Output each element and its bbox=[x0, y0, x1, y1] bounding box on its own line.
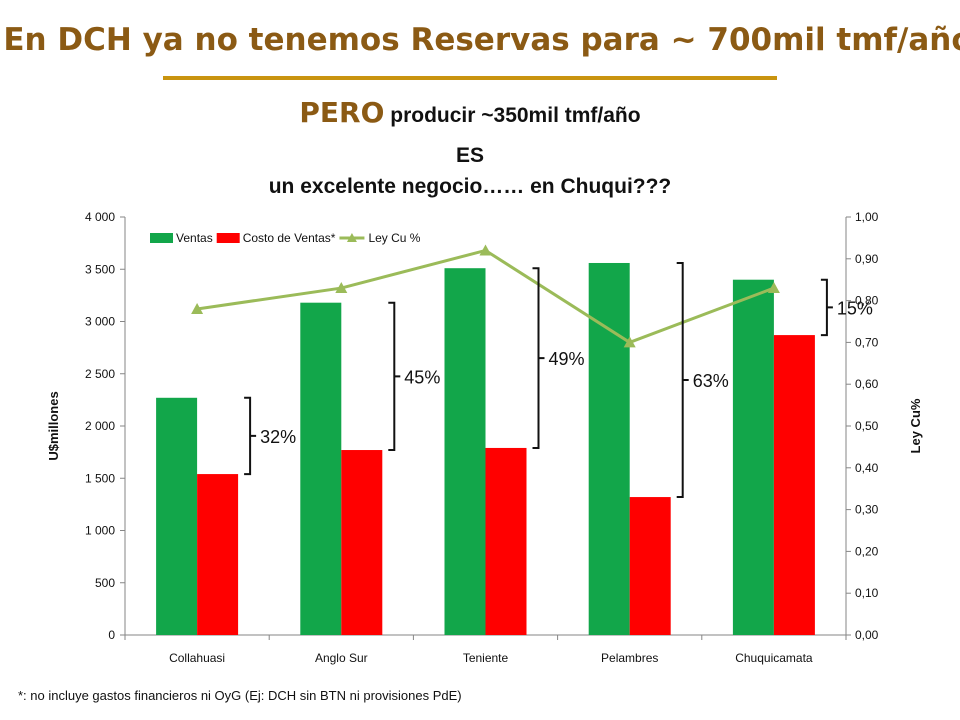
y-axis-title: U$millones bbox=[46, 391, 61, 460]
subtitle-rest: producir ~350mil tmf/año bbox=[384, 104, 641, 127]
x-tick-label: Chuquicamata bbox=[735, 651, 813, 665]
bar-ventas bbox=[588, 262, 630, 635]
slide-title: En DCH ya no tenemos Reservas para ~ 700… bbox=[3, 22, 960, 58]
ley-cu-marker bbox=[191, 302, 204, 314]
footnote: *: no incluye gastos financieros ni OyG … bbox=[18, 688, 462, 703]
y-tick-label: 1 500 bbox=[85, 471, 115, 485]
ley-cu-line bbox=[196, 248, 775, 345]
legend-swatch bbox=[216, 233, 240, 243]
bar-costo bbox=[629, 497, 671, 635]
margin-label: 49% bbox=[549, 349, 585, 369]
subtitle-bold-word: PERO bbox=[299, 96, 385, 129]
y2-tick-label: 0,30 bbox=[855, 503, 879, 517]
margin-bracket bbox=[244, 396, 257, 476]
y-tick-label: 2 000 bbox=[85, 419, 115, 433]
y-tick-label: 3 500 bbox=[85, 262, 115, 276]
subtitle-line-2: ES bbox=[455, 144, 484, 167]
legend-marker bbox=[346, 233, 357, 242]
y-tick-label: 500 bbox=[95, 576, 115, 590]
y2-tick-label: 0,50 bbox=[855, 419, 879, 433]
margin-label: 45% bbox=[404, 367, 440, 387]
margin-label: 15% bbox=[837, 298, 873, 318]
x-tick-label: Teniente bbox=[463, 651, 509, 665]
y2-tick-label: 0,80 bbox=[855, 294, 879, 308]
bar-costo bbox=[197, 474, 239, 635]
legend-label: Ventas bbox=[176, 231, 213, 245]
x-tick-label: Pelambres bbox=[601, 651, 658, 665]
y-tick-label: 0 bbox=[108, 628, 115, 642]
y2-tick-label: 0,90 bbox=[855, 252, 879, 266]
subtitle-line-3: un excelente negocio…… en Chuqui??? bbox=[268, 175, 672, 198]
y2-tick-label: 0,10 bbox=[855, 586, 879, 600]
legend-label: Ley Cu % bbox=[368, 231, 420, 245]
y-tick-label: 4 000 bbox=[85, 210, 115, 224]
bar-costo bbox=[485, 447, 527, 635]
x-tick-label: Anglo Sur bbox=[315, 651, 368, 665]
y2-axis-title: Ley Cu% bbox=[908, 398, 923, 453]
ley-cu-marker bbox=[335, 282, 348, 294]
margin-bracket bbox=[532, 267, 545, 449]
legend-label: Costo de Ventas* bbox=[243, 231, 336, 245]
bar-ventas bbox=[300, 302, 342, 635]
y2-tick-label: 0,00 bbox=[855, 628, 879, 642]
y2-tick-label: 0,70 bbox=[855, 335, 879, 349]
bar-costo bbox=[341, 450, 383, 635]
y2-tick-label: 0,20 bbox=[855, 544, 879, 558]
y2-tick-label: 1,00 bbox=[855, 210, 879, 224]
bar-ventas bbox=[444, 268, 486, 635]
margin-bracket bbox=[820, 278, 833, 337]
margin-label: 63% bbox=[693, 371, 729, 391]
ley-cu-marker bbox=[479, 244, 492, 256]
margin-label: 32% bbox=[260, 427, 296, 447]
x-tick-label: Collahuasi bbox=[169, 651, 225, 665]
bar-costo bbox=[773, 335, 815, 635]
legend-swatch bbox=[150, 233, 173, 243]
y2-tick-label: 0,60 bbox=[855, 377, 879, 391]
y-tick-label: 2 500 bbox=[85, 367, 115, 381]
margin-bracket bbox=[388, 301, 401, 452]
ley-cu-marker bbox=[767, 282, 780, 294]
bar-ventas bbox=[732, 279, 774, 635]
y-tick-label: 1 000 bbox=[85, 524, 115, 538]
margin-bracket bbox=[676, 261, 689, 499]
y2-tick-label: 0,40 bbox=[855, 461, 879, 475]
subtitle-line-1: PERO producir ~350mil tmf/año bbox=[0, 96, 940, 129]
bar-ventas bbox=[156, 397, 198, 635]
title-underline bbox=[163, 76, 777, 80]
y-tick-label: 3 000 bbox=[85, 315, 115, 329]
ley-cu-marker bbox=[623, 336, 636, 348]
